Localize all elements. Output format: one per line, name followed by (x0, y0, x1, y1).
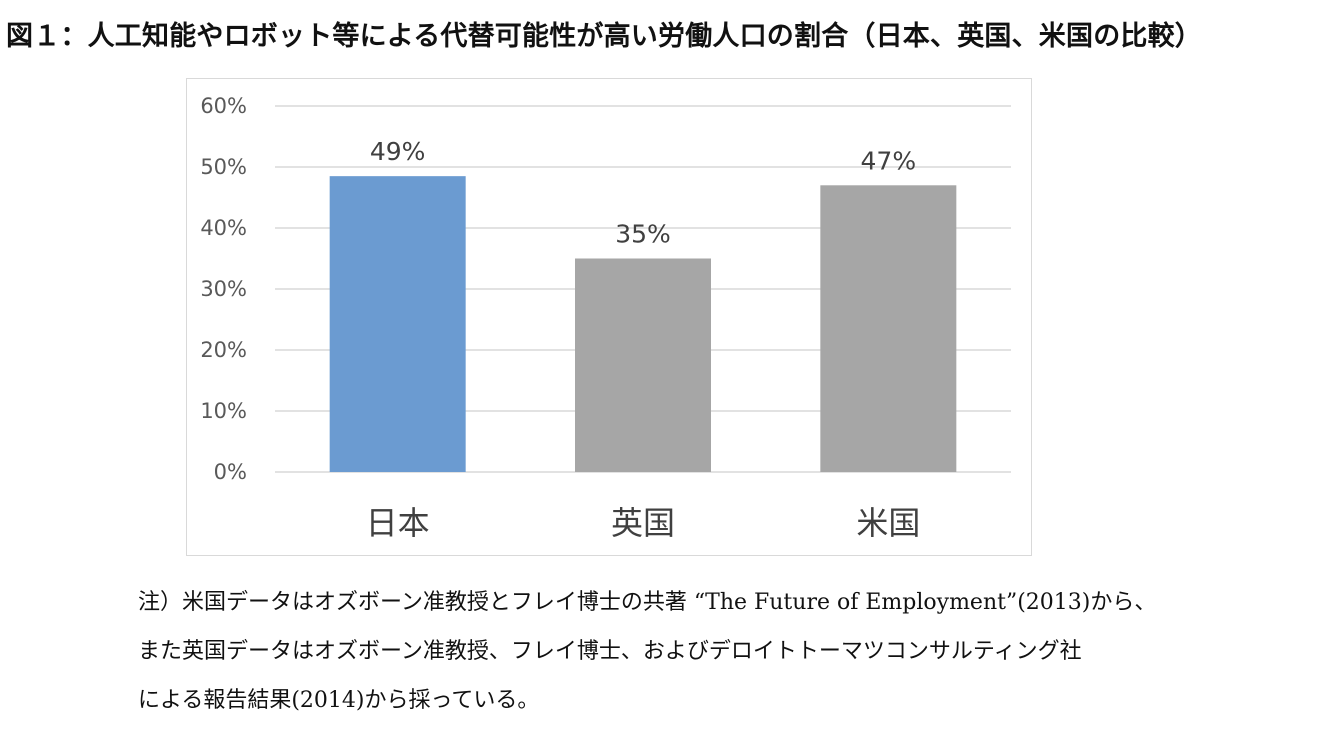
y-axis-ticks: 0% 10% 20% 30% 40% 50% 60% (200, 94, 247, 484)
bar-chart: 0% 10% 20% 30% 40% 50% 60% 49% 35% 47% 日本 英国 米国 (186, 78, 1032, 556)
bars (329, 176, 957, 473)
data-labels: 49% 35% 47% (370, 137, 916, 248)
category-label: 米国 (856, 504, 920, 542)
bar (329, 176, 466, 472)
note-line-1: 注）米国データはオズボーン准教授とフレイ博士の共著 “The Future of… (138, 590, 1157, 615)
y-tick-label: 50% (200, 155, 247, 179)
data-label: 49% (370, 137, 426, 166)
bar (820, 185, 957, 473)
category-label: 日本 (366, 504, 430, 542)
chart-note: 注）米国データはオズボーン准教授とフレイ博士の共著 “The Future of… (138, 578, 1156, 725)
note-line-2: また英国データはオズボーン准教授、フレイ博士、およびデロイトトーマツコンサルティ… (138, 639, 1082, 664)
data-label: 35% (615, 220, 671, 249)
bar-chart-svg: 0% 10% 20% 30% 40% 50% 60% 49% 35% 47% 日本 英国 米国 (200, 94, 1011, 542)
y-tick-label: 20% (200, 338, 247, 362)
x-axis-categories: 日本 英国 米国 (366, 504, 921, 542)
y-tick-label: 10% (200, 399, 247, 423)
figure-title: 図１：人工知能やロボット等による代替可能性が高い労働人口の割合（日本、英国、米国… (6, 21, 1202, 52)
category-label: 英国 (611, 504, 675, 542)
y-tick-label: 60% (200, 94, 247, 118)
data-label: 47% (861, 146, 917, 175)
note-line-3: による報告結果(2014)から採っている。 (138, 688, 540, 713)
bar (575, 258, 711, 472)
y-tick-label: 30% (200, 277, 247, 301)
y-tick-label: 0% (214, 460, 247, 484)
y-tick-label: 40% (200, 216, 247, 240)
